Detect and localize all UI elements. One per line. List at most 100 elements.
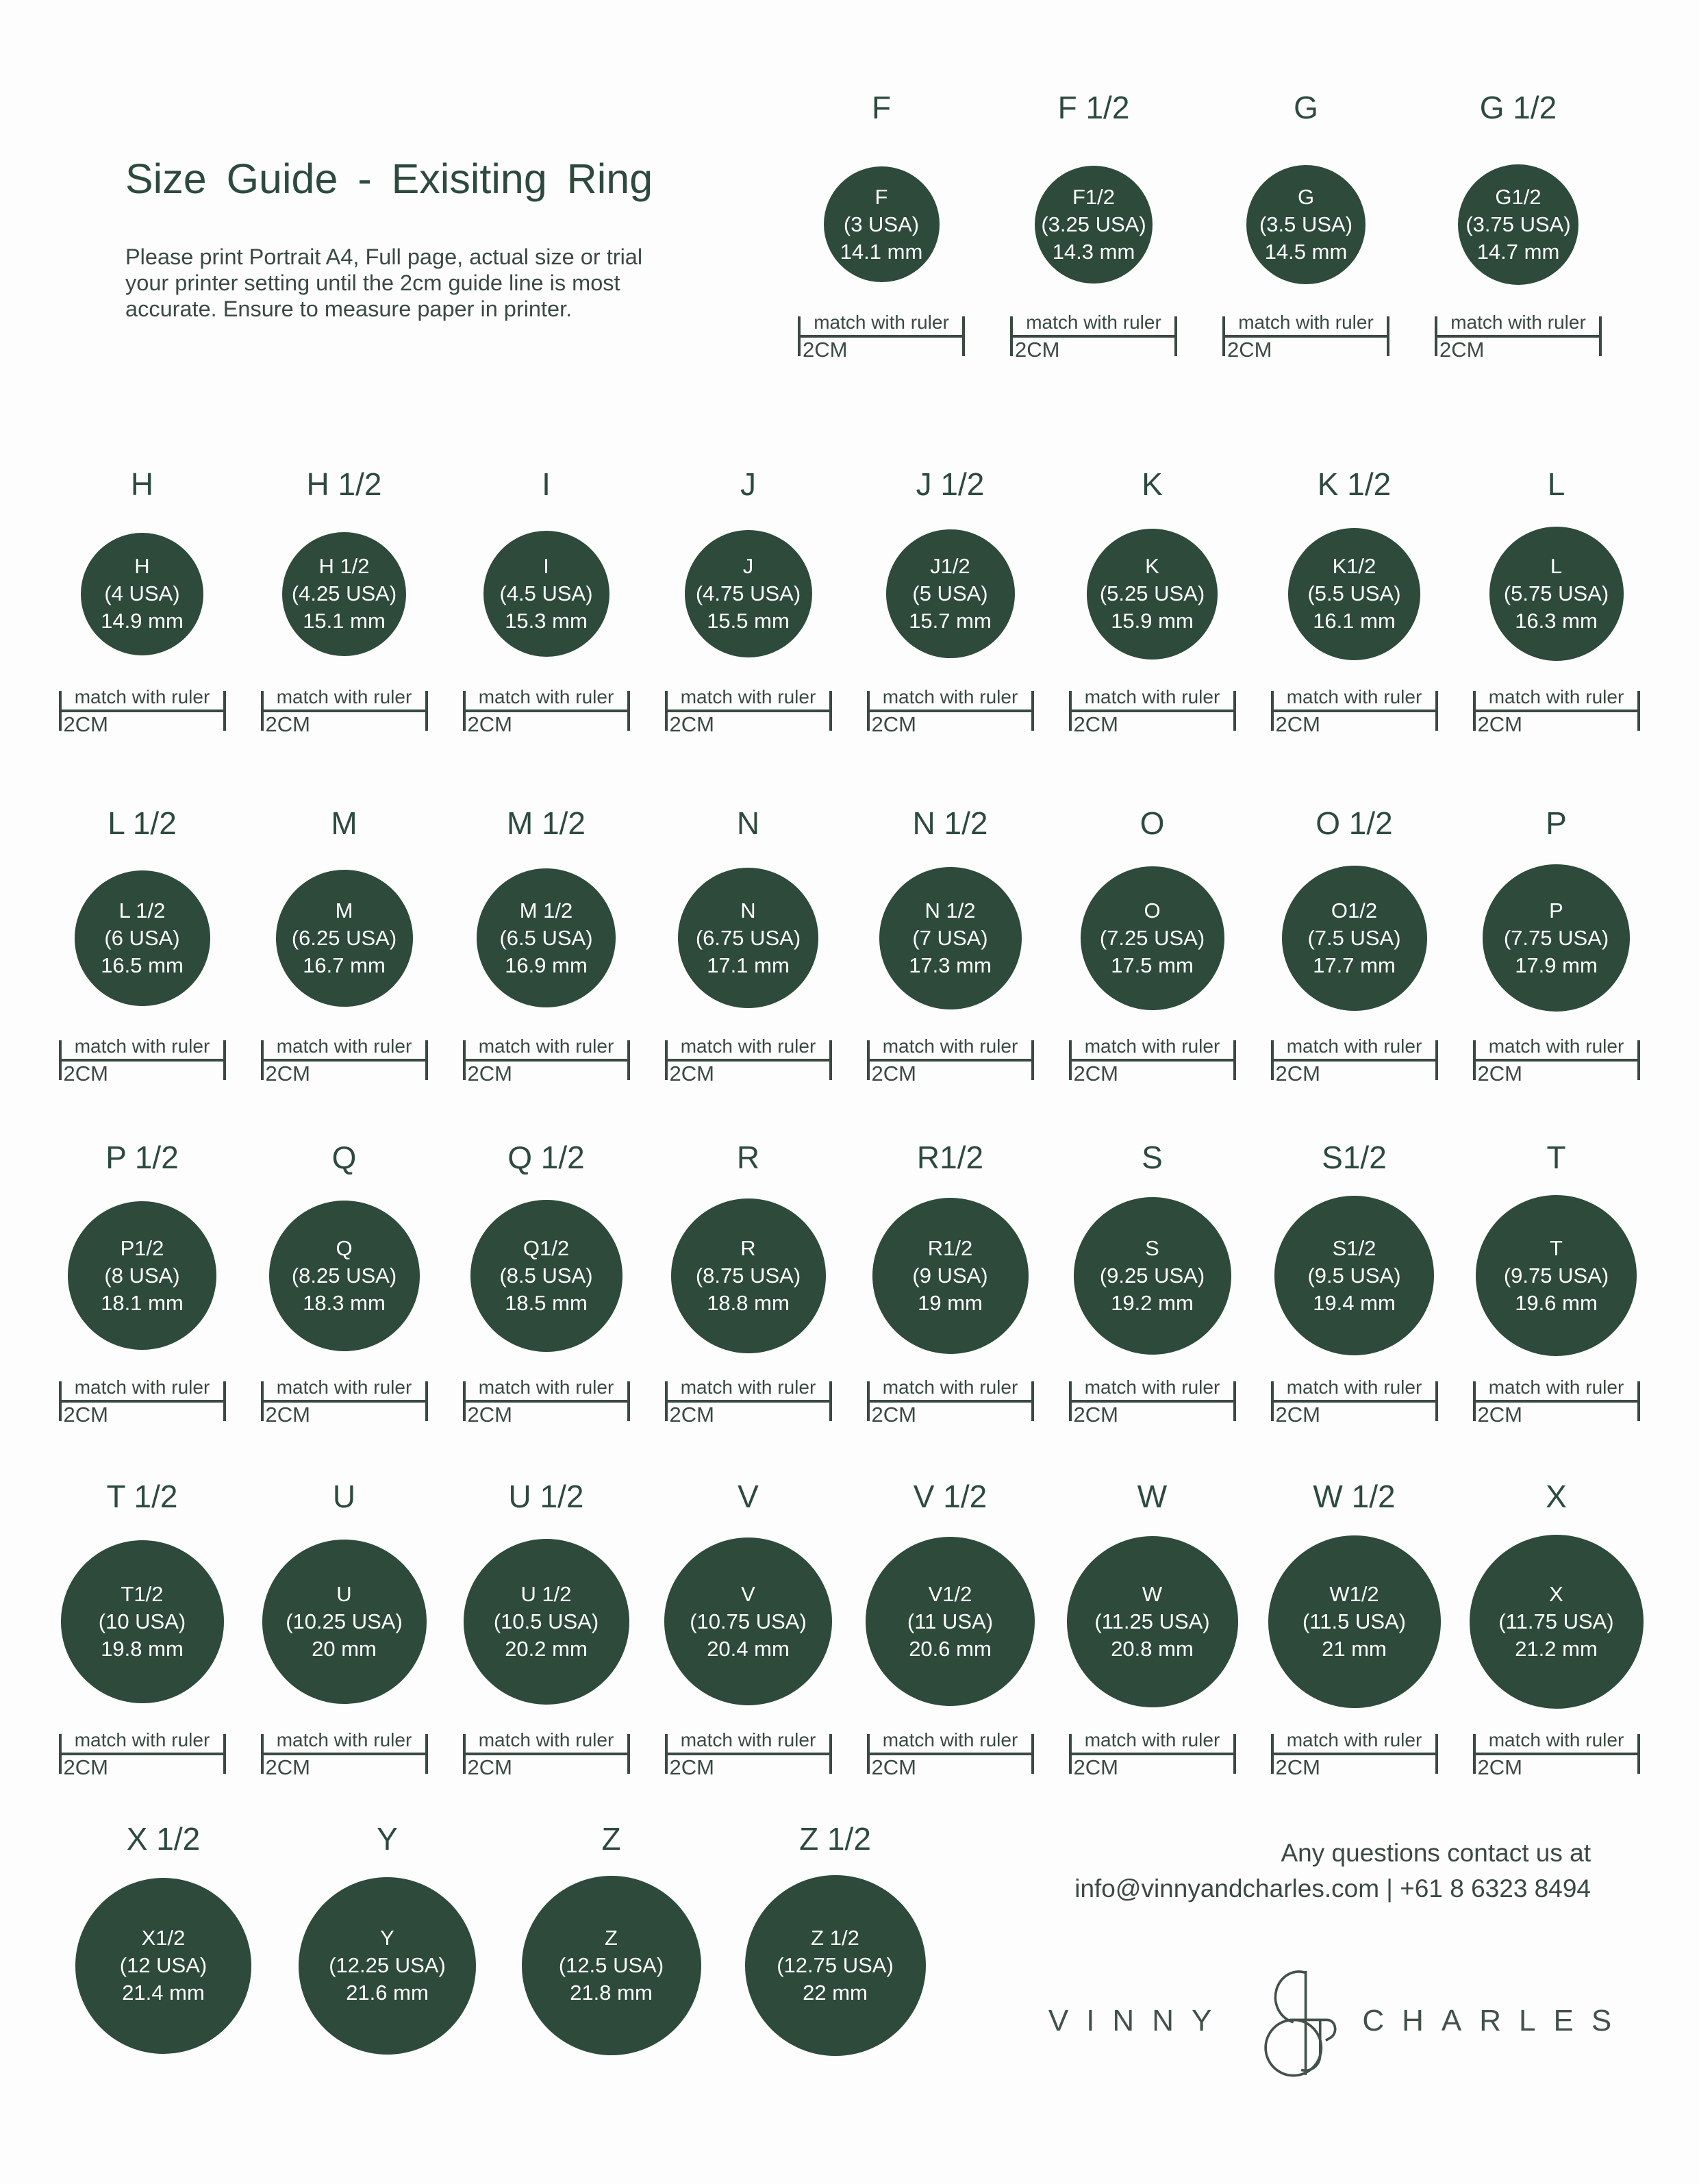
ruler-2cm: match with ruler 2CM (58, 1375, 226, 1427)
ruler-line (1435, 335, 1602, 338)
size-heading: H 1/2 (306, 466, 382, 502)
ruler-2cm: match with ruler 2CM (798, 310, 965, 362)
ring-mm-label: 17.1 mm (707, 953, 790, 977)
size-cell: W W (11.25 USA) 20.8 mm match with ruler 2CM (1051, 1472, 1253, 1780)
ruler-tick-left (1270, 691, 1274, 731)
ruler-2cm: match with ruler 2CM (1270, 1034, 1438, 1086)
ring-mm-label: 14.3 mm (1052, 239, 1135, 264)
ring-circle: J (4.75 USA) 15.5 mm (684, 530, 812, 657)
ruler-bottom-label: 2CM (63, 1755, 108, 1779)
ruler-2cm: match with ruler 2CM (1270, 685, 1438, 737)
circle-wrap: G (3.5 USA) 14.5 mm (1246, 144, 1366, 305)
ruler-2cm: match with ruler 2CM (58, 1034, 226, 1086)
ring-usa-label: (6.75 USA) (695, 925, 801, 950)
ruler-tick-right (425, 1381, 428, 1421)
ruler-top-label: match with ruler (478, 1729, 614, 1750)
ring-circle: G1/2 (3.75 USA) 14.7 mm (1458, 164, 1578, 285)
ring-mm-label: 14.1 mm (840, 239, 923, 264)
ring-mm-label: 16.7 mm (303, 953, 386, 977)
ring-usa-label: (4.75 USA) (695, 581, 801, 605)
ruler-2cm: match with ruler 2CM (866, 1728, 1034, 1780)
ruler-bottom-label: 2CM (467, 1403, 512, 1427)
ring-usa-label: (10 USA) (98, 1609, 186, 1633)
size-row-l-half-to-p: L 1/2 L 1/2 (6 USA) 16.5 mm match with ruler… (41, 799, 1657, 1086)
size-heading: F 1/2 (1057, 90, 1130, 125)
ring-usa-label: (10.75 USA) (690, 1609, 807, 1633)
ruler-tick-left (1270, 1734, 1274, 1774)
ruler-tick-right (1031, 1381, 1034, 1421)
ring-size-label: W1/2 (1329, 1581, 1379, 1606)
size-cell: G 1/2 G1/2 (3.75 USA) 14.7 mm match with rul… (1412, 84, 1624, 362)
ring-size-label: K1/2 (1332, 554, 1376, 578)
contact-line1: Any questions contact us at (1281, 1839, 1591, 1867)
size-heading: S1/2 (1322, 1140, 1387, 1175)
ruler-line (1472, 710, 1640, 712)
ruler-tick-right (223, 1734, 226, 1774)
ruler-top-label: match with ruler (1450, 312, 1586, 333)
ring-size-label: V1/2 (928, 1581, 972, 1606)
ruler-bottom-label: 2CM (1275, 1755, 1320, 1779)
ring-size-label: P (1549, 898, 1563, 922)
ring-size-label: U (336, 1581, 352, 1606)
ruler-tick-left (1010, 316, 1013, 356)
ruler-tick-right (1637, 691, 1640, 731)
size-cell: R R (8.75 USA) 18.8 mm match with ruler 2CM (647, 1133, 849, 1427)
ruler-tick-right (425, 1040, 428, 1080)
ruler-tick-right (829, 1381, 832, 1421)
ring-usa-label: (11.75 USA) (1498, 1609, 1614, 1633)
ruler-line (260, 1059, 428, 1062)
size-row-p-half-to-t: P 1/2 P1/2 (8 USA) 18.1 mm match with ruler 2… (41, 1133, 1657, 1427)
ring-size-label: Q1/2 (523, 1235, 570, 1260)
circle-wrap: J1/2 (5 USA) 15.7 mm (885, 508, 1015, 679)
circle-wrap: W (11.25 USA) 20.8 mm (1066, 1520, 1238, 1722)
ruler-top-label: match with ruler (1488, 1729, 1624, 1750)
ruler-bottom-label: 2CM (871, 1403, 916, 1427)
size-cell: V 1/2 V1/2 (11 USA) 20.6 mm match with ruler… (849, 1472, 1051, 1780)
ruler-tick-right (1233, 1734, 1236, 1774)
ring-size-label: T1/2 (121, 1581, 164, 1606)
size-cell: N 1/2 N 1/2 (7 USA) 17.3 mm match with ruler… (849, 799, 1051, 1086)
size-cell: S S (9.25 USA) 19.2 mm match with ruler 2CM (1051, 1133, 1253, 1427)
contact-block: Any questions contact us at info@vinnyan… (1074, 1835, 1591, 1907)
ring-usa-label: (8.75 USA) (695, 1263, 801, 1288)
ruler-tick-left (462, 1040, 466, 1080)
ruler-2cm: match with ruler 2CM (1472, 685, 1640, 737)
ruler-2cm: match with ruler 2CM (1068, 685, 1236, 737)
ruler-bottom-label: 2CM (1275, 1062, 1320, 1085)
ruler-tick-right (1031, 691, 1034, 731)
ring-circle: R1/2 (9 USA) 19 mm (872, 1197, 1029, 1354)
ring-mm-label: 16.5 mm (101, 953, 184, 977)
ruler-tick-left (462, 1734, 466, 1774)
ring-usa-label: (11.5 USA) (1302, 1609, 1407, 1633)
size-heading: V (738, 1479, 759, 1514)
circle-wrap: H (4 USA) 14.9 mm (81, 508, 203, 679)
size-heading: S (1142, 1140, 1163, 1175)
ruler-top-label: match with ruler (1286, 1729, 1422, 1750)
ruler-2cm: match with ruler 2CM (664, 1375, 832, 1427)
size-heading: V 1/2 (913, 1479, 987, 1514)
ruler-line (866, 1753, 1034, 1755)
ruler-2cm: match with ruler 2CM (866, 1375, 1034, 1427)
ruler-tick-left (866, 1040, 870, 1080)
size-heading: F (871, 90, 892, 125)
circle-wrap: M 1/2 (6.5 USA) 16.9 mm (477, 847, 616, 1029)
ring-size-label: N 1/2 (924, 898, 976, 922)
ruler-2cm: match with ruler 2CM (462, 685, 630, 737)
ruler-line (1472, 1059, 1640, 1062)
ring-size-label: X (1549, 1581, 1563, 1606)
ruler-2cm: match with ruler 2CM (1068, 1034, 1236, 1086)
ring-circle: Q (8.25 USA) 18.3 mm (268, 1200, 420, 1351)
ring-usa-label: (6.25 USA) (291, 925, 397, 950)
ruler-2cm: match with ruler 2CM (58, 1728, 226, 1780)
ruler-tick-right (627, 691, 630, 731)
ruler-2cm: match with ruler 2CM (1472, 1728, 1640, 1780)
ruler-tick-left (1270, 1381, 1274, 1421)
circle-wrap: U 1/2 (10.5 USA) 20.2 mm (463, 1520, 629, 1722)
ruler-bottom-label: 2CM (1073, 712, 1118, 736)
ruler-bottom-label: 2CM (1073, 1755, 1118, 1779)
ruler-tick-left (664, 691, 668, 731)
circle-wrap: P1/2 (8 USA) 18.1 mm (68, 1181, 216, 1370)
circle-wrap: V (10.75 USA) 20.4 mm (664, 1520, 832, 1722)
ruler-line (1222, 335, 1389, 338)
ring-mm-label: 19.2 mm (1111, 1290, 1194, 1315)
